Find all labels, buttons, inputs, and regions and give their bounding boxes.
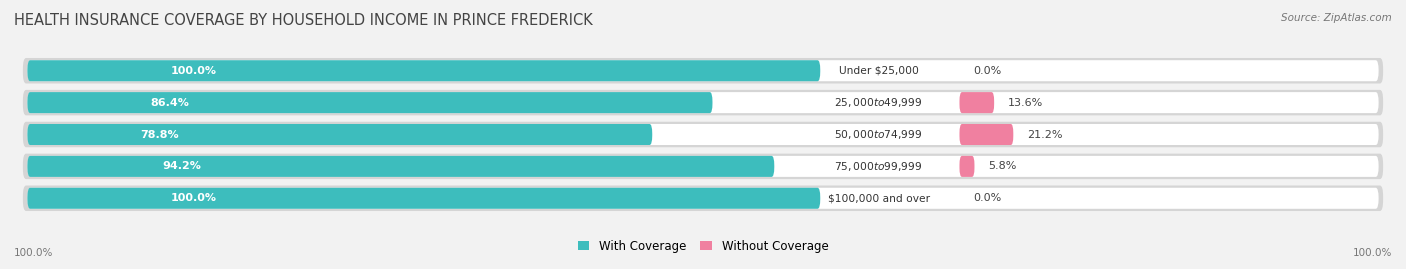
FancyBboxPatch shape bbox=[27, 92, 1379, 113]
FancyBboxPatch shape bbox=[959, 92, 994, 113]
FancyBboxPatch shape bbox=[27, 60, 1379, 81]
Text: 0.0%: 0.0% bbox=[973, 193, 1001, 203]
FancyBboxPatch shape bbox=[27, 188, 820, 209]
Text: 100.0%: 100.0% bbox=[14, 248, 53, 258]
FancyBboxPatch shape bbox=[22, 90, 1384, 115]
Text: Source: ZipAtlas.com: Source: ZipAtlas.com bbox=[1281, 13, 1392, 23]
Text: $75,000 to $99,999: $75,000 to $99,999 bbox=[834, 160, 922, 173]
FancyBboxPatch shape bbox=[22, 58, 1384, 83]
FancyBboxPatch shape bbox=[959, 156, 974, 177]
FancyBboxPatch shape bbox=[22, 154, 1384, 179]
Text: 0.0%: 0.0% bbox=[973, 66, 1001, 76]
Text: 21.2%: 21.2% bbox=[1026, 129, 1062, 140]
FancyBboxPatch shape bbox=[27, 60, 820, 81]
Text: $50,000 to $74,999: $50,000 to $74,999 bbox=[834, 128, 922, 141]
Text: Under $25,000: Under $25,000 bbox=[838, 66, 918, 76]
FancyBboxPatch shape bbox=[27, 124, 652, 145]
Text: $25,000 to $49,999: $25,000 to $49,999 bbox=[834, 96, 922, 109]
FancyBboxPatch shape bbox=[27, 156, 1379, 177]
Text: 94.2%: 94.2% bbox=[162, 161, 201, 171]
Text: HEALTH INSURANCE COVERAGE BY HOUSEHOLD INCOME IN PRINCE FREDERICK: HEALTH INSURANCE COVERAGE BY HOUSEHOLD I… bbox=[14, 13, 593, 29]
FancyBboxPatch shape bbox=[27, 188, 1379, 209]
Legend: With Coverage, Without Coverage: With Coverage, Without Coverage bbox=[578, 240, 828, 253]
Text: $100,000 and over: $100,000 and over bbox=[828, 193, 929, 203]
Text: 86.4%: 86.4% bbox=[150, 98, 190, 108]
FancyBboxPatch shape bbox=[22, 186, 1384, 211]
FancyBboxPatch shape bbox=[27, 124, 1379, 145]
Text: 13.6%: 13.6% bbox=[1008, 98, 1043, 108]
Text: 100.0%: 100.0% bbox=[170, 66, 217, 76]
FancyBboxPatch shape bbox=[27, 156, 775, 177]
FancyBboxPatch shape bbox=[22, 122, 1384, 147]
Text: 78.8%: 78.8% bbox=[141, 129, 179, 140]
FancyBboxPatch shape bbox=[27, 92, 713, 113]
FancyBboxPatch shape bbox=[959, 124, 1014, 145]
Text: 5.8%: 5.8% bbox=[988, 161, 1017, 171]
Text: 100.0%: 100.0% bbox=[1353, 248, 1392, 258]
Text: 100.0%: 100.0% bbox=[170, 193, 217, 203]
